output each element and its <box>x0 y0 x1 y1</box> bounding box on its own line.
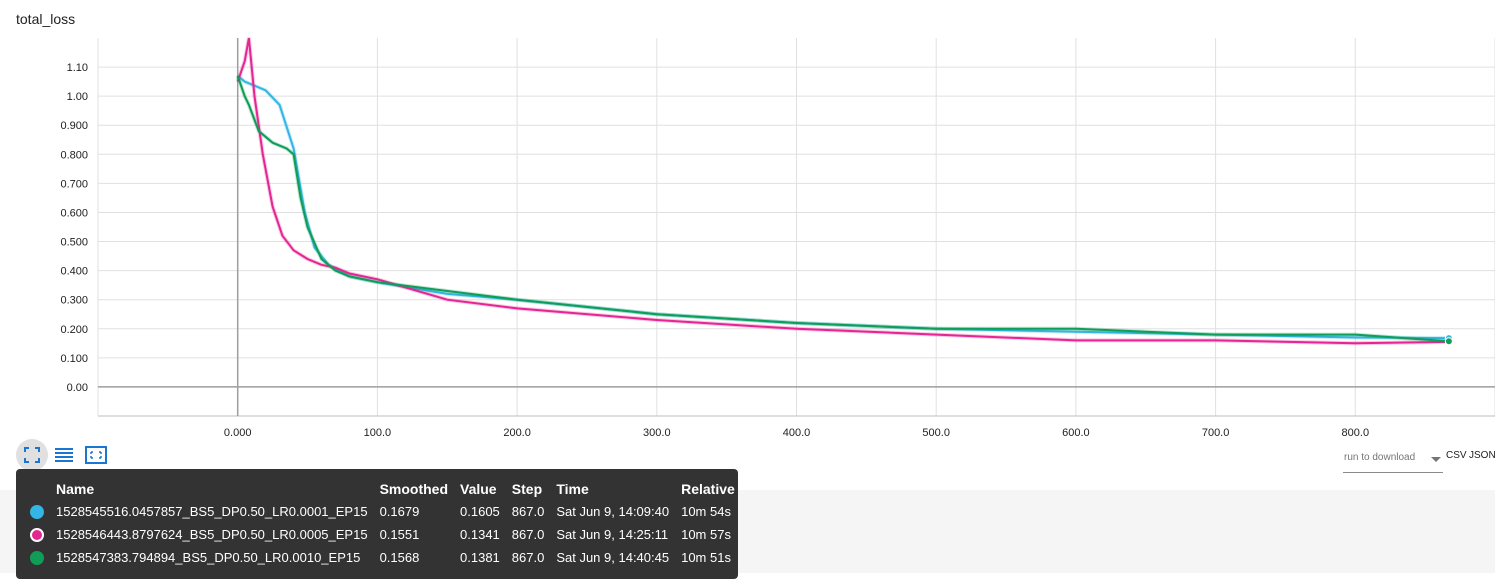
tooltip-row: 1528545516.0457857_BS5_DP0.50_LR0.0001_E… <box>24 500 741 523</box>
x-tick-label: 300.0 <box>643 427 671 439</box>
x-tick-label: 700.0 <box>1202 427 1230 439</box>
end-markers <box>1444 334 1453 346</box>
step-value: 867.0 <box>511 527 545 542</box>
time-value: Sat Jun 9, 14:40:45 <box>556 550 670 565</box>
step-value: 867.0 <box>511 550 545 565</box>
tooltip-header-row: Name Smoothed Value Step Time Relative <box>24 478 741 500</box>
chart-controls <box>16 439 112 471</box>
y-tick-label: 0.500 <box>60 237 88 249</box>
smoothed-value: 0.1551 <box>379 527 420 542</box>
header-name: Name <box>56 481 95 497</box>
header-relative: Relative <box>681 481 735 497</box>
header-step: Step <box>511 481 543 497</box>
fullscreen-icon <box>24 447 40 463</box>
relative-value: 10m 54s <box>681 504 731 519</box>
x-tick-label: 800.0 <box>1342 427 1370 439</box>
csv-download-link[interactable]: CSV <box>1446 450 1467 461</box>
relative-value: 10m 51s <box>681 550 731 565</box>
run-name: 1528545516.0457857_BS5_DP0.50_LR0.0001_E… <box>56 504 368 519</box>
chart-title: total_loss <box>16 11 76 27</box>
line-chart[interactable]: 0.000 100.0 200.0 300.0 400.0 500.0 600.0 700.0… <box>0 0 1495 440</box>
raw-value: 0.1341 <box>460 527 500 542</box>
y-tick-label: 1.10 <box>67 62 88 74</box>
header-smoothed: Smoothed <box>379 481 449 497</box>
y-tick-label: 0.100 <box>60 353 88 365</box>
run-name: 1528546443.8797624_BS5_DP0.50_LR0.0005_E… <box>56 527 368 542</box>
x-tick-label: 500.0 <box>922 427 950 439</box>
fit-domain-icon <box>85 446 107 464</box>
tooltip-table: Name Smoothed Value Step Time Relative 1… <box>24 478 741 569</box>
list-icon <box>55 448 73 462</box>
time-value: Sat Jun 9, 14:09:40 <box>556 504 670 519</box>
series-line-raw <box>235 37 1449 346</box>
x-tick-label: 400.0 <box>783 427 811 439</box>
series-line-raw <box>236 74 1449 341</box>
series-line-raw <box>235 75 1450 344</box>
time-value: Sat Jun 9, 14:25:11 <box>556 527 669 542</box>
header-time: Time <box>556 481 589 497</box>
header-value: Value <box>460 481 497 497</box>
chevron-down-icon <box>1431 457 1441 462</box>
tooltip-panel: Name Smoothed Value Step Time Relative 1… <box>16 469 738 579</box>
x-tick-label: 600.0 <box>1062 427 1090 439</box>
swatch-header <box>24 478 50 500</box>
series-lines <box>235 37 1450 346</box>
tooltip-row: 1528547383.794894_BS5_DP0.50_LR0.0010_EP… <box>24 546 741 569</box>
series-line <box>236 75 1449 343</box>
fullscreen-button[interactable] <box>16 439 48 471</box>
series-line <box>237 75 1449 340</box>
raw-value: 0.1381 <box>460 550 500 565</box>
raw-value: 0.1605 <box>460 504 500 519</box>
series-line <box>236 37 1449 345</box>
series-swatch <box>30 551 44 566</box>
fit-domain-button[interactable] <box>80 439 112 471</box>
tick-labels: 0.000 100.0 200.0 300.0 400.0 500.0 600.0 700.0… <box>60 62 1369 439</box>
x-tick-label: 100.0 <box>364 427 392 439</box>
json-download-link[interactable]: JSON <box>1469 450 1495 461</box>
run-name: 1528547383.794894_BS5_DP0.50_LR0.0010_EP… <box>56 550 361 565</box>
y-tick-label: 0.300 <box>60 295 88 307</box>
y-tick-label: 1.00 <box>67 91 88 103</box>
y-tick-label: 0.600 <box>60 207 88 219</box>
y-tick-label: 0.700 <box>60 178 88 190</box>
series-swatch <box>30 505 44 520</box>
y-tick-label: 0.200 <box>60 324 88 336</box>
y-tick-label: 0.400 <box>60 266 88 278</box>
relative-value: 10m 57s <box>681 527 731 542</box>
axes <box>97 38 1495 417</box>
download-select-placeholder: run to download <box>1344 452 1416 463</box>
y-tick-label: 0.00 <box>67 382 88 394</box>
step-value: 867.0 <box>511 504 545 519</box>
x-tick-label: 200.0 <box>503 427 531 439</box>
smoothed-value: 0.1679 <box>379 504 420 519</box>
smoothed-value: 0.1568 <box>379 550 420 565</box>
x-tick-label: 0.000 <box>224 427 252 439</box>
download-select[interactable]: run to download <box>1343 448 1443 473</box>
series-end-marker <box>1444 337 1453 346</box>
y-tick-label: 0.800 <box>60 149 88 161</box>
y-tick-label: 0.900 <box>60 120 88 132</box>
tooltip-row: 1528546443.8797624_BS5_DP0.50_LR0.0005_E… <box>24 523 741 546</box>
toggle-log-scale-button[interactable] <box>48 439 80 471</box>
series-swatch <box>30 528 44 543</box>
